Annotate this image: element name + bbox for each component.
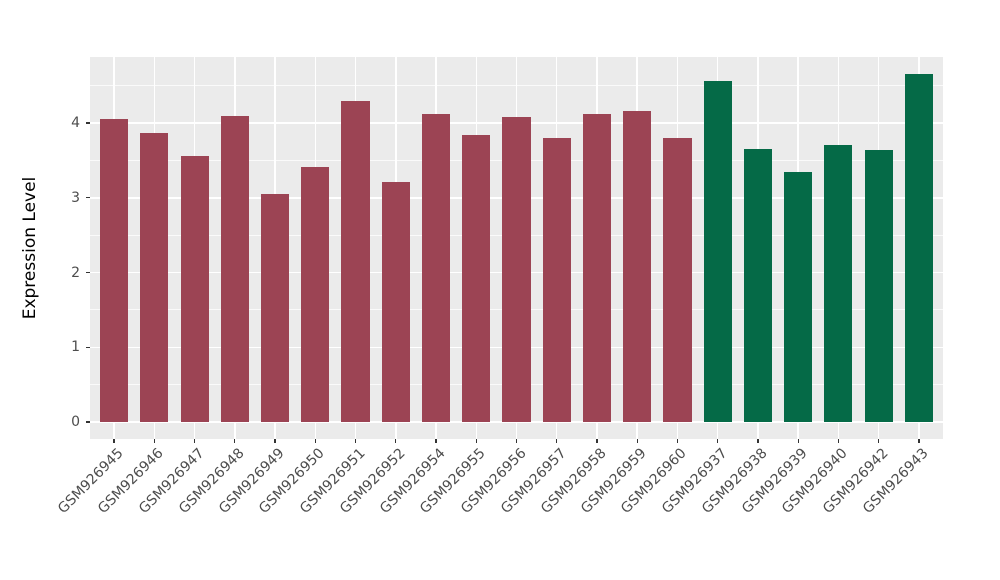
y-tick-mark [86, 271, 90, 274]
x-tick-mark [314, 439, 316, 443]
bar-GSM926939 [784, 172, 813, 423]
x-tick-mark [193, 439, 196, 443]
bar-GSM926946 [140, 132, 169, 423]
y-tick-mark [86, 197, 90, 199]
x-tick-mark [354, 439, 357, 443]
bar-GSM926937 [703, 81, 732, 423]
y-tick-mark [86, 421, 90, 423]
x-tick-mark [153, 439, 156, 443]
bar-GSM926957 [542, 137, 571, 423]
bar-GSM926956 [502, 117, 531, 423]
bar-GSM926942 [864, 149, 893, 423]
x-tick-mark [515, 439, 518, 443]
bar-GSM926959 [623, 111, 652, 423]
y-tick-label: 1 [71, 339, 80, 356]
x-tick-mark [274, 439, 276, 443]
bar-GSM926947 [180, 155, 209, 423]
y-tick-label: 0 [71, 414, 80, 431]
x-tick-mark [475, 439, 477, 443]
x-tick-mark [113, 439, 115, 443]
bar-GSM926945 [100, 119, 129, 423]
y-tick-label: 2 [71, 264, 80, 281]
bar-GSM926958 [582, 114, 612, 423]
bar-GSM926938 [743, 149, 772, 423]
bar-GSM926940 [824, 144, 853, 423]
x-tick-mark [837, 439, 840, 443]
x-tick-mark [717, 439, 719, 443]
x-tick-mark [676, 439, 679, 443]
y-tick-mark [86, 122, 90, 124]
bar-GSM926952 [381, 182, 410, 423]
x-tick-mark [797, 439, 799, 443]
x-tick-mark [757, 439, 759, 443]
bar-GSM926951 [341, 101, 370, 423]
y-tick-mark [86, 346, 90, 348]
x-tick-mark [877, 439, 880, 443]
x-tick-mark [596, 439, 598, 443]
bar-GSM926955 [462, 134, 491, 423]
bar-GSM926948 [220, 115, 249, 423]
x-tick-mark [636, 439, 638, 443]
bar-GSM926954 [421, 114, 451, 423]
bar-GSM926943 [904, 73, 933, 423]
bar-GSM926950 [301, 167, 330, 423]
y-tick-label: 4 [71, 115, 80, 131]
x-tick-mark [556, 439, 558, 443]
x-tick-mark [395, 439, 397, 443]
plot-panel [90, 57, 943, 439]
bar-GSM926960 [663, 137, 692, 423]
x-tick-mark [918, 439, 920, 443]
x-tick-mark [435, 439, 437, 443]
y-tick-label: 3 [71, 189, 80, 206]
bar-GSM926949 [261, 194, 290, 423]
x-tick-mark [234, 439, 236, 443]
